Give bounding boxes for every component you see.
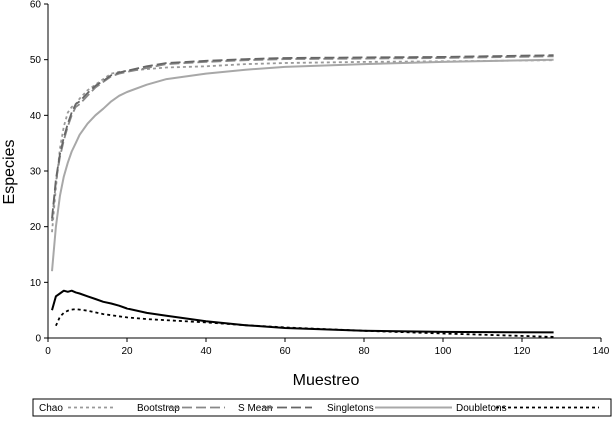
legend: Chao Bootstrap S Mean Singletons Doubletons [32, 398, 612, 417]
legend-label: Chao [39, 403, 63, 414]
plot-area [51, 54, 554, 338]
y-axis-title: Especies [1, 140, 18, 205]
y-tick-label: 60 [30, 0, 42, 11]
x-tick-label: 20 [121, 346, 133, 357]
x-axis-title: Muestreo [293, 372, 360, 389]
x-tick-label: 100 [435, 346, 452, 357]
y-tick-label: 20 [30, 222, 42, 233]
y-tick-label: 10 [30, 278, 42, 289]
x-tick-label: 0 [45, 346, 51, 357]
x-tick-label: 80 [358, 346, 370, 357]
legend-box [32, 398, 612, 417]
series-line-doubletons [51, 289, 554, 334]
x-tick-label: 140 [593, 346, 610, 357]
x-tick-label: 60 [279, 346, 291, 357]
legend-label: Bootstrap [137, 403, 180, 414]
legend-label: S Mean [238, 403, 272, 414]
y-tick-label: 40 [30, 111, 42, 122]
legend-items: Chao Bootstrap S Mean Singletons Doubletons [39, 403, 599, 414]
x-tick-label: 40 [200, 346, 212, 357]
y-tick-label: 30 [30, 167, 42, 178]
series-line-singletons [51, 58, 554, 272]
x-tick-label: 120 [514, 346, 531, 357]
x-axis: 0 20 40 60 80 100 120 140 [45, 337, 610, 357]
series-line-chao [51, 59, 554, 233]
y-tick-label: 0 [35, 334, 41, 345]
legend-label: Doubletons [456, 403, 507, 414]
series-line-s-mean [51, 54, 554, 219]
series-line-bootstrap [51, 55, 554, 222]
y-axis: 0 10 20 30 40 50 60 [30, 0, 49, 345]
legend-label: Singletons [327, 403, 374, 414]
y-tick-label: 50 [30, 55, 42, 66]
